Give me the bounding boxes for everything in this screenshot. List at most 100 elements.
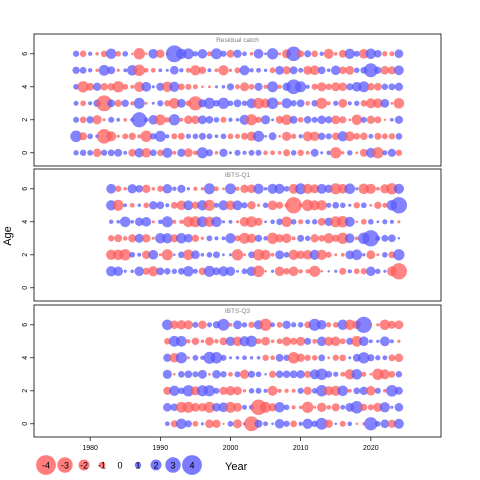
residual-bubble: [289, 370, 298, 379]
residual-bubble: [192, 420, 199, 427]
residual-bubble: [200, 339, 205, 344]
residual-bubble: [247, 201, 256, 210]
residual-bubble: [232, 402, 243, 412]
residual-bubble: [383, 118, 387, 122]
residual-bubble: [242, 389, 247, 393]
y-tick-label: 6: [22, 187, 29, 191]
residual-bubble: [183, 148, 193, 158]
residual-bubble: [239, 82, 250, 92]
residual-bubble: [249, 356, 254, 360]
residual-bubble: [330, 147, 342, 159]
residual-bubble: [354, 100, 360, 107]
residual-bubble: [270, 355, 275, 361]
residual-bubble: [394, 115, 404, 124]
residual-bubble: [206, 322, 213, 328]
residual-bubble: [374, 116, 382, 124]
legend: -4 -3 -2 -1 0 1 2 3 4: [36, 455, 202, 475]
residual-bubble: [184, 370, 193, 379]
residual-bubble: [92, 115, 102, 125]
residual-bubble: [177, 184, 186, 193]
residual-bubble: [311, 83, 318, 90]
residual-bubble: [365, 183, 376, 194]
residual-bubble: [367, 82, 375, 91]
residual-bubble: [248, 321, 255, 328]
residual-bubble: [242, 150, 247, 155]
residual-bubble: [185, 67, 191, 73]
residual-bubble: [382, 355, 388, 361]
residual-bubble: [108, 235, 115, 242]
residual-bubble: [162, 147, 173, 158]
residual-bubble: [290, 420, 298, 428]
residual-bubble: [368, 133, 374, 139]
residual-bubble: [260, 249, 271, 260]
residual-bubble: [355, 220, 359, 224]
residual-bubble: [261, 336, 270, 346]
residual-bubble: [355, 151, 359, 155]
residual-bubble: [297, 149, 304, 157]
residual-bubble: [338, 82, 348, 92]
residual-bubble: [214, 150, 219, 155]
residual-bubble: [87, 68, 93, 73]
bubble-series: [70, 45, 405, 159]
residual-bubble: [235, 269, 239, 273]
residual-bubble: [197, 49, 208, 59]
legend-label: -1: [98, 461, 106, 471]
residual-bubble: [239, 369, 250, 379]
residual-bubble: [339, 116, 347, 124]
residual-bubble: [365, 385, 376, 396]
residual-bubble: [123, 203, 128, 208]
residual-bubble: [255, 338, 262, 345]
residual-bubble: [122, 133, 129, 140]
residual-bubble: [344, 48, 355, 59]
residual-bubble: [226, 83, 235, 91]
residual-bubble: [274, 266, 285, 277]
residual-bubble: [393, 65, 404, 76]
residual-bubble: [374, 387, 381, 394]
x-tick-label: 1990: [153, 445, 169, 452]
residual-bubble: [222, 187, 225, 191]
legend-bubble: [150, 459, 162, 471]
residual-bubble: [149, 149, 157, 157]
residual-bubble: [311, 219, 318, 225]
residual-bubble: [389, 117, 394, 122]
residual-bubble: [161, 216, 173, 228]
residual-bubble: [368, 218, 374, 225]
residual-bubble: [394, 320, 404, 330]
residual-bubble: [130, 101, 135, 106]
residual-bubble: [107, 66, 116, 75]
residual-bubble: [179, 117, 184, 122]
residual-bubble: [326, 68, 331, 73]
residual-bubble: [267, 385, 278, 396]
residual-bubble: [397, 237, 401, 240]
residual-bubble: [263, 388, 268, 393]
y-tick-label: 2: [22, 389, 29, 393]
residual-bubble: [95, 68, 99, 73]
residual-bubble: [161, 249, 173, 261]
residual-bubble: [298, 134, 303, 139]
residual-bubble: [325, 251, 332, 258]
residual-bubble: [268, 132, 277, 141]
residual-bubble: [301, 401, 314, 414]
residual-bubble: [289, 66, 298, 75]
residual-bubble: [222, 422, 225, 426]
residual-bubble: [353, 387, 361, 395]
residual-bubble: [394, 353, 404, 363]
residual-bubble: [227, 100, 234, 107]
residual-bubble: [80, 100, 87, 107]
residual-bubble: [128, 132, 136, 140]
residual-bubble: [205, 115, 214, 124]
residual-bubble: [217, 97, 230, 110]
residual-bubble: [395, 132, 403, 140]
residual-bubble: [192, 354, 199, 361]
residual-bubble: [112, 81, 124, 93]
residual-bubble: [115, 50, 122, 57]
residual-bubble: [137, 203, 142, 208]
y-tick-label: 2: [22, 118, 29, 122]
residual-bubble: [333, 100, 339, 106]
legend-label: 0: [117, 461, 122, 471]
residual-bubble: [213, 387, 220, 394]
y-tick-label: 0: [22, 286, 29, 290]
residual-bubble: [372, 147, 384, 159]
residual-bubble: [304, 235, 311, 242]
residual-bubble: [212, 369, 221, 379]
